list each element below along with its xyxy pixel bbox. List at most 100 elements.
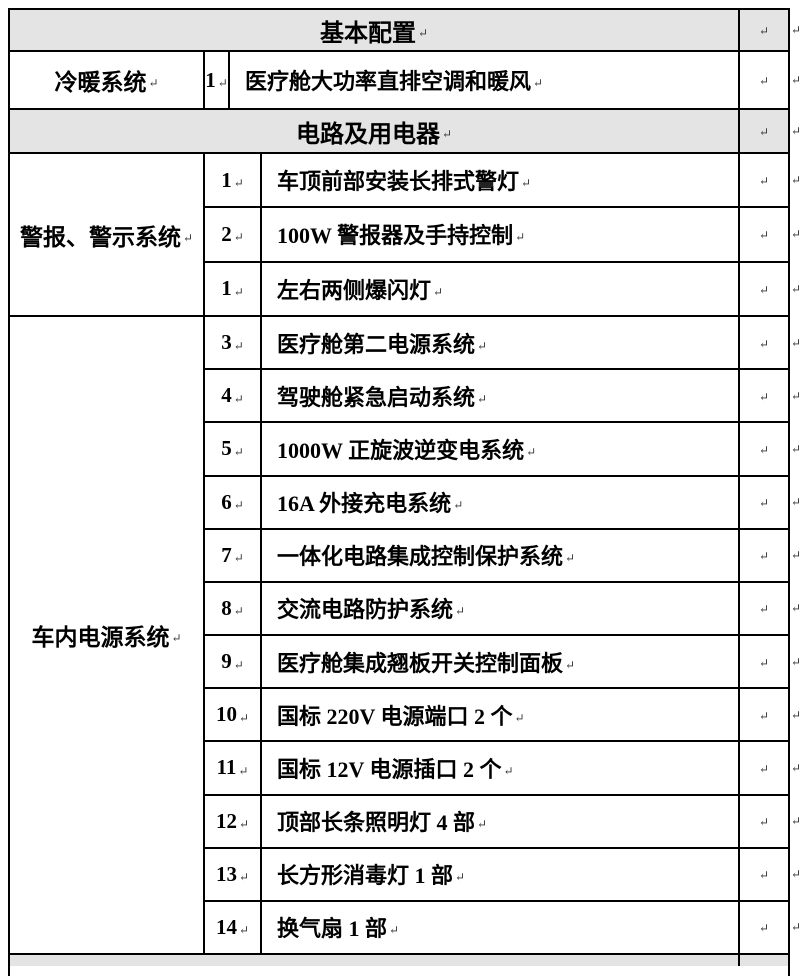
item-number-cell: 8 ↵ bbox=[205, 582, 262, 635]
empty-cell: ↵ bbox=[740, 370, 788, 421]
paragraph-mark-icon: ↵ bbox=[758, 921, 770, 936]
item-number-cell: 12 ↵ bbox=[205, 795, 262, 847]
section-alarm-warning: 警报、警示系统 ↵ 1 ↵ 车顶前部安装长排式警灯 ↵ ↵ ↵ 2 ↵ 100W 警报器及手持控制… bbox=[10, 152, 800, 315]
table-row: 4 ↵ 驾驶舱紧急启动系统 ↵ ↵ ↵ bbox=[205, 368, 800, 422]
section-label-cell: 车内电源系统 ↵ bbox=[10, 317, 205, 953]
paragraph-mark-icon: ↵ bbox=[526, 444, 537, 459]
item-number: 8 bbox=[221, 595, 232, 620]
paragraph-mark-icon: ↵ bbox=[441, 127, 453, 141]
table-row: 12 ↵ 顶部长条照明灯 4 部 ↵ ↵ ↵ bbox=[205, 793, 800, 847]
row-end-mark-icon: ↵ bbox=[790, 335, 800, 350]
empty-cell: ↵ bbox=[740, 263, 788, 315]
item-number-cell: 10 ↵ bbox=[205, 689, 262, 741]
paragraph-mark-icon: ↵ bbox=[477, 391, 488, 406]
paragraph-mark-icon: ↵ bbox=[758, 174, 770, 189]
spec-table: 基本配置 ↵ ↵ ↵ 冷暖系统 ↵ 1 ↵ 医疗舱大功率直排空调和暖风 ↵ ↵ ↵ 电路… bbox=[8, 8, 800, 976]
table-row: 14 ↵ 换气扇 1 部 ↵ ↵ ↵ bbox=[205, 899, 800, 954]
item-text-cell: 左右两侧爆闪灯 ↵ bbox=[262, 262, 740, 315]
paragraph-mark-icon: ↵ bbox=[233, 551, 244, 566]
empty-cell: ↵ bbox=[740, 208, 788, 260]
item-text-cell: 换气扇 1 部 ↵ bbox=[262, 901, 740, 954]
item-number: 12 bbox=[215, 808, 237, 833]
empty-cell: ↵ bbox=[740, 902, 788, 953]
item-number: 6 bbox=[221, 489, 232, 514]
table-row: 1 ↵ 车顶前部安装长排式警灯 ↵ ↵ ↵ bbox=[205, 154, 800, 207]
item-text-cell: 车顶前部安装长排式警灯 ↵ bbox=[262, 154, 740, 207]
item-number-cell: 1 ↵ bbox=[205, 52, 230, 108]
item-number-cell: 11 ↵ bbox=[205, 742, 262, 794]
bottom-strip-empty-cell bbox=[740, 955, 788, 966]
item-text-cell: 100W 警报器及手持控制 ↵ bbox=[262, 208, 740, 261]
paragraph-mark-icon: ↵ bbox=[148, 76, 159, 90]
empty-cell: ↵ bbox=[740, 796, 788, 847]
item-text: 车顶前部安装长排式警灯 bbox=[277, 169, 520, 195]
paragraph-mark-icon: ↵ bbox=[758, 74, 770, 88]
row-end-mark-icon: ↵ bbox=[790, 760, 800, 775]
item-text-cell: 驾驶舱紧急启动系统 ↵ bbox=[262, 370, 740, 422]
row-end-mark-icon: ↵ bbox=[790, 495, 800, 510]
paragraph-mark-icon: ↵ bbox=[758, 442, 770, 457]
table-row: 9 ↵ 医疗舱集成翘板开关控制面板 ↵ ↵ ↵ bbox=[205, 634, 800, 688]
table-row: 6 ↵ 16A 外接充电系统 ↵ ↵ ↵ bbox=[205, 474, 800, 528]
paragraph-mark-icon: ↵ bbox=[533, 76, 544, 90]
paragraph-mark-icon: ↵ bbox=[217, 76, 228, 90]
item-number-cell: 1 ↵ bbox=[205, 154, 262, 207]
item-number: 7 bbox=[221, 542, 232, 567]
paragraph-mark-icon: ↵ bbox=[758, 602, 770, 617]
paragraph-mark-icon: ↵ bbox=[565, 657, 576, 672]
section-label-cell: 冷暖系统 ↵ bbox=[10, 52, 205, 108]
paragraph-mark-icon: ↵ bbox=[238, 763, 249, 778]
row-end-mark-icon: ↵ bbox=[790, 654, 800, 669]
row-end-mark-icon: ↵ bbox=[790, 173, 800, 188]
paragraph-mark-icon: ↵ bbox=[417, 26, 429, 40]
item-text-cell: 国标 220V 电源端口 2 个 ↵ bbox=[262, 689, 740, 741]
paragraph-mark-icon: ↵ bbox=[233, 176, 244, 191]
item-number: 13 bbox=[215, 861, 237, 886]
row-end-mark-icon: ↵ bbox=[790, 124, 800, 138]
item-text: 医疗舱第二电源系统 bbox=[277, 331, 476, 357]
row-end-mark-icon: ↵ bbox=[790, 601, 800, 616]
power-section-label: 车内电源系统 bbox=[31, 625, 170, 650]
paragraph-mark-icon: ↵ bbox=[758, 389, 770, 404]
paragraph-mark-icon: ↵ bbox=[521, 176, 532, 191]
paragraph-mark-icon: ↵ bbox=[758, 815, 770, 830]
header-row-basic-config: 基本配置 ↵ ↵ ↵ bbox=[10, 10, 800, 50]
row-end-mark-icon: ↵ bbox=[790, 920, 800, 935]
item-number: 1 bbox=[221, 276, 232, 301]
item-number-cell: 9 ↵ bbox=[205, 636, 262, 688]
item-number: 11 bbox=[216, 755, 237, 780]
item-number: 10 bbox=[215, 702, 237, 727]
item-number-cell: 2 ↵ bbox=[205, 208, 262, 261]
item-text: 交流电路防护系统 bbox=[277, 597, 454, 623]
item-text-cell: 交流电路防护系统 ↵ bbox=[262, 582, 740, 635]
paragraph-mark-icon: ↵ bbox=[233, 338, 244, 353]
section-rows: 3 ↵ 医疗舱第二电源系统 ↵ ↵ ↵ 4 ↵ 驾驶舱紧急启动系统 ↵ ↵ ↵ 5 ↵ 1000W 正旋波逆… bbox=[205, 317, 800, 954]
item-number: 4 bbox=[221, 383, 232, 408]
paragraph-mark-icon: ↵ bbox=[433, 284, 444, 299]
table-row: 3 ↵ 医疗舱第二电源系统 ↵ ↵ ↵ bbox=[205, 317, 800, 369]
item-number: 2 bbox=[221, 221, 232, 246]
empty-cell: ↵ bbox=[740, 52, 788, 108]
row-end-mark-icon: ↵ bbox=[790, 867, 800, 882]
item-text-cell: 医疗舱大功率直排空调和暖风 ↵ bbox=[230, 52, 740, 108]
paragraph-mark-icon: ↵ bbox=[758, 282, 770, 297]
paragraph-mark-icon: ↵ bbox=[238, 870, 250, 885]
item-number-cell: 3 ↵ bbox=[205, 317, 262, 369]
item-number: 3 bbox=[221, 330, 232, 355]
item-text: 16A 外接充电系统 bbox=[277, 491, 452, 517]
table-row: 10 ↵ 国标 220V 电源端口 2 个 ↵ ↵ ↵ bbox=[205, 687, 800, 741]
item-number: 9 bbox=[221, 649, 232, 674]
header-basic-config-cell: 基本配置 ↵ bbox=[10, 10, 740, 50]
table-row: 2 ↵ 100W 警报器及手持控制 ↵ ↵ ↵ bbox=[205, 206, 800, 261]
table-row: 7 ↵ 一体化电路集成控制保护系统 ↵ ↵ ↵ bbox=[205, 527, 800, 581]
item-number-cell: 1 ↵ bbox=[205, 262, 262, 315]
empty-cell: ↵ bbox=[740, 530, 788, 581]
paragraph-mark-icon: ↵ bbox=[233, 444, 244, 459]
table-row: 13 ↵ 长方形消毒灯 1 部 ↵ ↵ ↵ bbox=[205, 846, 800, 900]
paragraph-mark-icon: ↵ bbox=[233, 657, 244, 672]
paragraph-mark-icon: ↵ bbox=[477, 817, 488, 832]
empty-cell: ↵ bbox=[740, 477, 788, 528]
item-number-cell: 13 ↵ bbox=[205, 848, 262, 900]
paragraph-mark-icon: ↵ bbox=[389, 923, 400, 938]
empty-cell: ↵ bbox=[740, 689, 788, 740]
